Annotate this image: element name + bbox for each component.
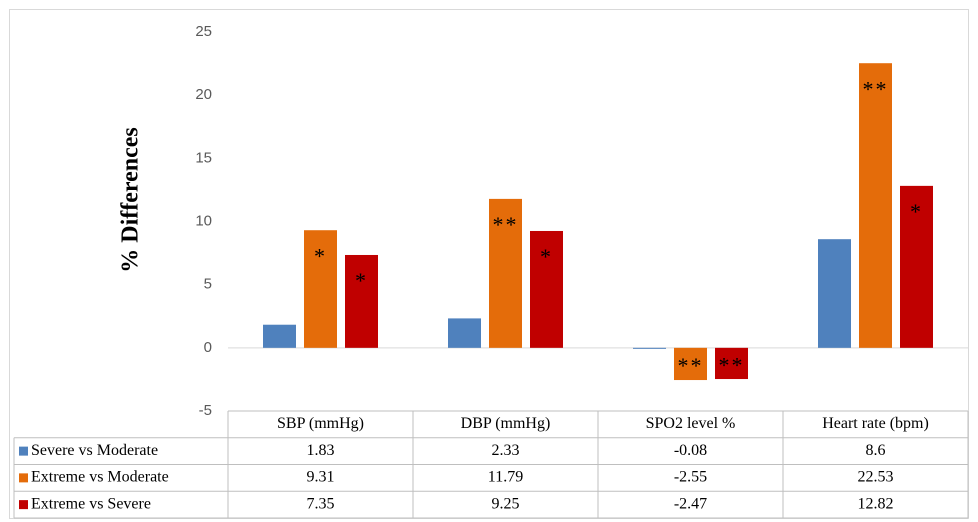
table-value: 2.33 bbox=[492, 442, 520, 459]
significance-marker: ** bbox=[863, 76, 889, 101]
table-value: 1.83 bbox=[307, 442, 335, 459]
bar bbox=[859, 63, 892, 348]
y-axis-label: % Differences bbox=[118, 127, 144, 273]
significance-marker: ** bbox=[719, 352, 745, 377]
bar bbox=[345, 254, 378, 348]
table-value: 22.53 bbox=[858, 469, 894, 486]
bar bbox=[263, 324, 296, 348]
y-tick-label: 5 bbox=[204, 276, 212, 293]
legend-swatch bbox=[19, 500, 28, 510]
significance-marker: ** bbox=[678, 353, 704, 378]
table-value: 7.35 bbox=[307, 495, 335, 512]
table-value: -2.47 bbox=[674, 495, 707, 512]
legend-swatch bbox=[19, 473, 28, 483]
x-tick-label: SBP (mmHg) bbox=[277, 415, 364, 432]
y-tick-label: -5 bbox=[199, 402, 212, 419]
y-tick-label: 25 bbox=[195, 23, 212, 40]
legend-label: Extreme vs Severe bbox=[31, 495, 151, 512]
bar bbox=[715, 347, 748, 380]
x-tick-label: SPO2 level % bbox=[646, 415, 736, 432]
significance-marker: * bbox=[314, 243, 327, 268]
table-value: 11.79 bbox=[488, 469, 523, 486]
significance-marker: * bbox=[910, 199, 923, 224]
bar bbox=[633, 347, 666, 349]
bar bbox=[818, 239, 851, 348]
legend-label: Extreme vs Moderate bbox=[31, 469, 169, 486]
y-tick-label: 15 bbox=[195, 149, 212, 166]
table-value: -0.08 bbox=[674, 442, 707, 459]
significance-marker: * bbox=[355, 268, 368, 293]
significance-marker: ** bbox=[493, 212, 519, 237]
bar bbox=[489, 198, 522, 348]
legend-label: Severe vs Moderate bbox=[31, 442, 158, 459]
table-value: 12.82 bbox=[858, 495, 894, 512]
bar bbox=[674, 347, 707, 381]
bar bbox=[530, 230, 563, 348]
table-value: -2.55 bbox=[674, 469, 707, 486]
legend-swatch bbox=[19, 446, 28, 456]
table-value: 9.31 bbox=[307, 469, 335, 486]
table-value: 8.6 bbox=[866, 442, 886, 459]
x-tick-label: DBP (mmHg) bbox=[461, 415, 551, 432]
bar bbox=[448, 318, 481, 348]
y-tick-label: 10 bbox=[195, 212, 212, 229]
y-tick-label: 20 bbox=[195, 86, 212, 103]
y-tick-label: 0 bbox=[204, 339, 212, 356]
x-tick-label: Heart rate (bpm) bbox=[822, 415, 929, 432]
significance-marker: * bbox=[540, 244, 553, 269]
bar bbox=[900, 185, 933, 348]
bar bbox=[304, 230, 337, 348]
table-value: 9.25 bbox=[492, 495, 520, 512]
